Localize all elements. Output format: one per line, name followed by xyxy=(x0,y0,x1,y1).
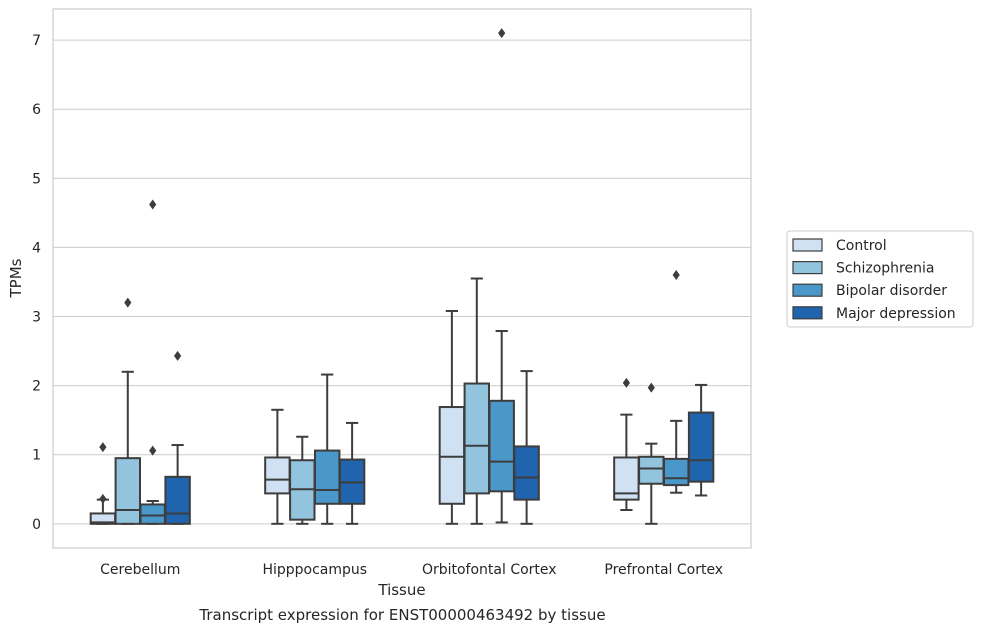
box-body xyxy=(264,456,291,495)
box-schizophrenia xyxy=(463,277,491,525)
box-control xyxy=(613,377,640,511)
box-major-depression xyxy=(513,370,540,525)
outlier-point xyxy=(498,28,506,39)
outlier-point xyxy=(174,350,182,361)
box-control xyxy=(89,442,117,525)
y-axis-label: TPMs xyxy=(7,258,25,298)
box-bipolar-disorder xyxy=(662,270,690,494)
x-tick-label: Orbitofontal Cortex xyxy=(422,562,557,578)
box-body xyxy=(662,457,690,487)
legend: Control Schizophrenia Bipolar disorder Majo… xyxy=(786,230,974,328)
legend-swatch xyxy=(792,306,823,320)
y-tick-label: 3 xyxy=(32,310,41,326)
y-tick-labels: 0 1 2 3 4 5 6 7 xyxy=(32,33,41,533)
box-body xyxy=(513,445,540,501)
box-major-depression xyxy=(687,383,715,497)
box-body xyxy=(438,406,466,505)
outlier-point xyxy=(149,445,157,456)
y-tick-label: 7 xyxy=(32,33,41,49)
box-body xyxy=(687,411,715,483)
y-tick-label: 5 xyxy=(32,171,41,187)
box-body xyxy=(164,475,191,525)
legend-label: Bipolar disorder xyxy=(836,283,947,299)
y-tick-label: 1 xyxy=(32,448,41,464)
plot-frame xyxy=(52,8,752,549)
y-tick-label: 0 xyxy=(32,517,41,533)
box-body xyxy=(638,455,665,485)
box-schizophrenia xyxy=(114,297,142,525)
x-tick-label: Prefrontal Cortex xyxy=(604,562,723,578)
box-schizophrenia xyxy=(638,382,665,525)
box-body xyxy=(114,457,142,525)
legend-swatch xyxy=(792,261,823,275)
x-tick-label: Cerebellum xyxy=(100,562,180,578)
y-tick-label: 6 xyxy=(32,102,41,118)
box-body xyxy=(313,449,341,505)
figure-caption: Transcript expression for ENST0000046349… xyxy=(199,606,606,624)
outlier-point xyxy=(149,199,157,210)
box-body xyxy=(488,399,515,493)
legend-swatch xyxy=(792,283,823,297)
y-tick-label: 4 xyxy=(32,240,41,256)
box-major-depression xyxy=(338,421,366,525)
box-major-depression xyxy=(164,350,191,525)
x-tick-labels: Cerebellum Hipppocampus Orbitofontal Corte… xyxy=(100,562,723,578)
outlier-point xyxy=(124,297,132,308)
box-schizophrenia xyxy=(289,435,316,525)
legend-label: Control xyxy=(836,238,887,254)
legend-label: Schizophrenia xyxy=(836,261,934,277)
legend-label: Major depression xyxy=(836,306,956,322)
outlier-point xyxy=(99,493,107,504)
box-control xyxy=(438,309,466,525)
box-body xyxy=(463,382,491,495)
box-control xyxy=(264,408,291,525)
outlier-point xyxy=(647,382,655,393)
outlier-point xyxy=(672,270,680,281)
x-axis-label: Tissue xyxy=(377,581,425,599)
y-tick-label: 2 xyxy=(32,379,41,395)
box-bipolar-disorder xyxy=(139,199,166,525)
outlier-point xyxy=(99,442,107,453)
x-tick-label: Hipppocampus xyxy=(262,562,367,578)
legend-swatch xyxy=(792,238,823,252)
box-layer xyxy=(89,28,715,525)
box-body xyxy=(139,503,166,525)
outlier-point xyxy=(622,377,630,388)
legend-frame xyxy=(786,230,974,328)
